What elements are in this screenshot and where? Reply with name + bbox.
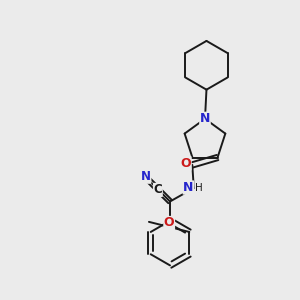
Text: O: O (164, 217, 175, 230)
Text: O: O (180, 157, 191, 170)
Text: H: H (195, 182, 203, 193)
Text: N: N (141, 170, 151, 183)
Text: C: C (154, 183, 162, 196)
Text: N: N (200, 112, 210, 125)
Text: N: N (183, 181, 194, 194)
